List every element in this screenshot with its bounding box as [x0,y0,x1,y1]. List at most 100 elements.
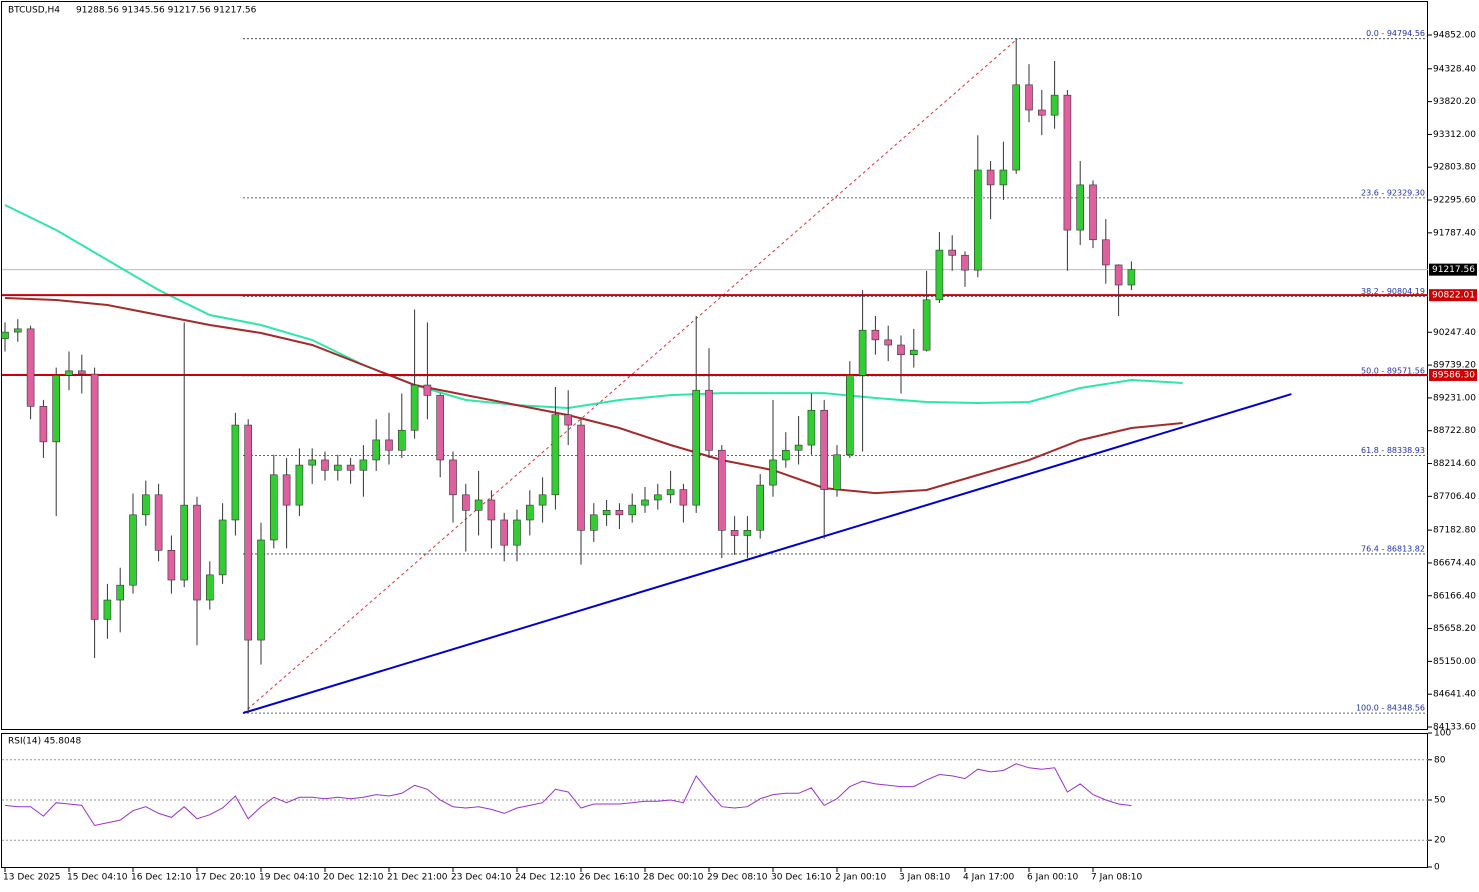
x-tick-label: 23 Dec 04:10 [451,873,512,883]
candle-body [602,509,611,516]
x-tick-label: 15 Dec 04:10 [67,873,128,883]
candle-body [372,439,381,461]
candle-body [385,439,393,451]
candle-body [218,519,227,576]
x-tick-label: 16 Dec 12:10 [131,873,192,883]
y-tick-label: 93312.00 [1433,130,1476,140]
price-box-label: 89586.30 [1432,370,1475,380]
candle-body [129,514,137,586]
x-tick-label: 28 Dec 00:10 [643,873,704,883]
candle-body [641,499,649,506]
candle-body [90,373,99,620]
fib-label: 61.8 - 88338.93 [1361,446,1425,455]
candle-body [820,409,829,490]
x-tick-label: 21 Dec 21:00 [387,873,448,883]
y-tick-label: 84641.40 [1433,690,1476,700]
candle-body [436,395,445,461]
candle-body [500,519,509,546]
candle-body [52,375,61,443]
x-tick-label: 30 Dec 16:10 [771,873,832,883]
candle-body [666,489,675,496]
candle-body [589,514,598,531]
rsi-tick-label: 80 [1434,755,1446,765]
candle-body [333,464,342,471]
candle-body [909,349,918,356]
candle-body [269,474,278,541]
candle-body [449,459,457,496]
main-panel [1,1,1428,730]
candle-body [410,384,419,431]
candle-body [615,509,624,516]
ohlc-label: 91288.56 91345.56 91217.56 91217.56 [76,6,257,16]
rsi-tick-label: 100 [1434,729,1451,739]
candle-body [257,539,265,641]
x-tick-label: 4 Jan 17:00 [963,873,1015,883]
candle-body [922,299,931,351]
candle-body [833,454,841,490]
x-tick-label: 2 Jan 00:10 [835,873,887,883]
fib-label: 23.6 - 92329.30 [1361,188,1425,197]
x-tick-label: 20 Dec 12:10 [323,873,384,883]
candle-body [1025,84,1033,111]
fib-label: 0.0 - 94794.56 [1366,29,1425,38]
x-tick-label: 3 Jan 08:10 [899,873,951,883]
rsi-line [4,763,1132,827]
y-tick-label: 86166.40 [1433,591,1476,601]
x-tick-label: 7 Jan 08:10 [1091,873,1143,883]
candle-body [359,459,368,471]
candle-body [1102,239,1110,266]
candle-body [1,331,9,339]
y-tick-label: 87706.40 [1433,492,1476,502]
y-tick-label: 90247.40 [1433,328,1476,338]
y-tick-label: 89739.20 [1433,361,1476,371]
candle-body [692,389,701,506]
candle-body [679,489,688,506]
y-tick-label: 89231.00 [1433,393,1476,403]
candle-body [871,329,880,341]
candle-body [1063,94,1072,231]
candle-body [474,499,483,511]
candle-body [897,344,905,356]
price-box [1429,368,1477,381]
candle-body [103,599,112,620]
candle-body [78,370,86,375]
candle-body [999,169,1008,186]
candle-body [730,530,739,536]
candle-body [807,409,816,446]
candle-body [14,328,22,333]
x-tick-label: 29 Dec 08:10 [707,873,768,883]
fib-label: 50.0 - 89571.56 [1361,366,1425,375]
candle-body [948,249,957,256]
candle-body [653,494,662,501]
rsi-tick-label: 50 [1434,796,1446,806]
candle-body [1038,109,1046,116]
y-tick-label: 92803.80 [1433,163,1476,173]
candle-body [513,519,521,546]
candle-body [961,254,969,271]
candle-body [308,459,317,466]
y-tick-label: 85150.00 [1433,657,1476,667]
y-tick-label: 84133.60 [1433,722,1476,732]
candle-body [1076,184,1084,231]
rsi-tick-label: 20 [1434,836,1446,846]
candle-body [154,494,163,551]
price-box [1429,263,1477,276]
candle-body [884,339,893,346]
candle-body [756,484,765,531]
candle-body [986,169,995,186]
candle-body [794,444,803,451]
rsi-title: RSI(14) 45.8048 [8,737,81,747]
fib-label: 38.2 - 90804.19 [1361,287,1425,296]
candle-body [282,474,291,506]
candle-body [346,464,355,471]
price-box-label: 91217.56 [1432,265,1475,275]
candle-body [564,414,573,426]
candle-body [858,329,867,376]
candle-body [973,169,982,271]
candle-body [461,494,470,511]
candle-body [717,449,726,531]
candle-body [935,249,944,301]
chart-title: BTCUSD,H4 [8,6,60,16]
candle-body [538,494,547,506]
y-tick-label: 94852.00 [1433,30,1476,40]
